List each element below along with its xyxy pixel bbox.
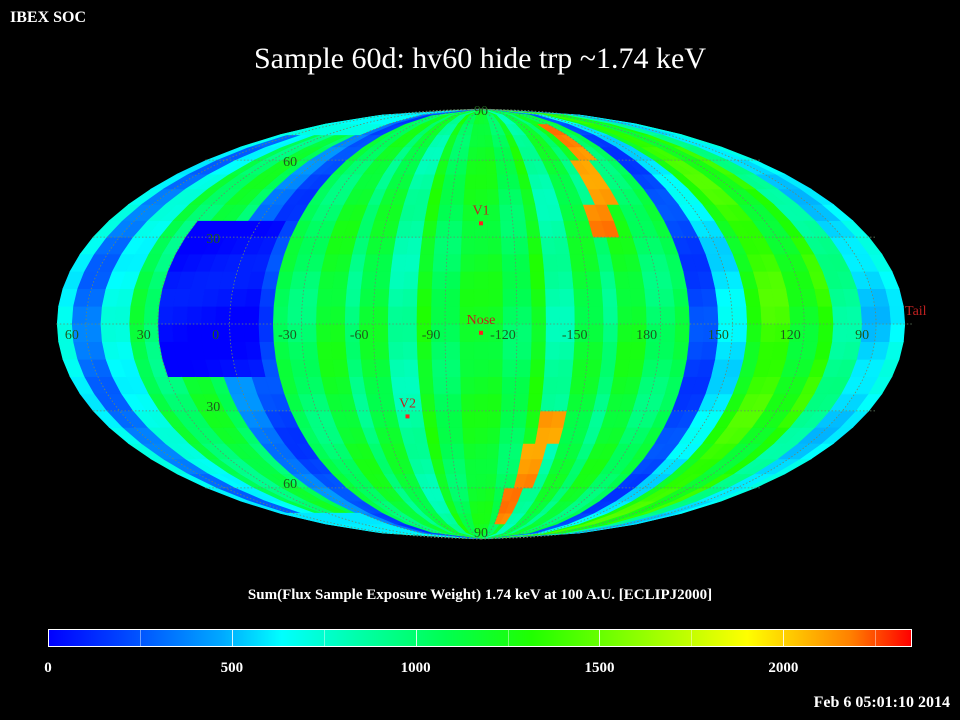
longitude-label: -30 [278,328,297,343]
latitude-label: 90 [474,526,488,541]
colorbar-separator [323,630,325,646]
marker-tail-label: Tail [905,304,927,319]
longitude-label: 180 [636,328,657,343]
colorbar-separator [415,630,417,646]
colorbar-tick-label: 0 [44,660,52,676]
colorbar-separator [691,630,693,646]
longitude-label: -60 [350,328,369,343]
latitude-label: 90 [474,104,488,119]
colorbar-separator [231,630,233,646]
colorbar-separator [139,630,141,646]
meridian-line [85,108,482,540]
meridian-line [480,108,662,540]
marker-nose-label: Nose [467,313,496,328]
meridian-line [372,108,482,540]
marker-v1-dot [479,221,483,226]
timestamp: Feb 6 05:01:10 2014 [813,694,950,711]
meridian-line [480,108,877,540]
longitude-label: 0 [212,328,219,343]
longitude-label: 150 [708,328,729,343]
marker-nose-dot [479,330,483,335]
longitude-label: 60 [65,328,79,343]
marker-v2-label: V2 [399,396,416,411]
longitude-label: -150 [562,328,588,343]
map-title: Sample 60d: hv60 hide trp ~1.74 keV [253,42,706,75]
longitude-label: -120 [490,328,516,343]
latitude-label: 30 [206,232,220,247]
flux-map [56,109,906,539]
latitude-label: 30 [206,400,220,415]
colorbar-tick-label: 1000 [400,660,431,676]
latitude-label: 60 [283,477,297,492]
colorbar-tick-label: 1500 [584,660,615,676]
colorbar-separator [783,630,785,646]
colorbar-tick-label: 2000 [768,660,799,676]
latitude-label: 60 [283,155,297,170]
graticule-labels: 60 30 0 -30 -60 -90 -120 -150 180 150 120 90 90 60 30 3… [65,104,869,541]
colorbar-tick-label: 500 [220,660,244,676]
colorbar-separator [875,630,877,646]
colorbar-title: Sum(Flux Sample Exposure Weight) 1.74 ke… [247,587,713,603]
meridian-line [300,108,482,540]
longitude-label: 30 [137,328,151,343]
marker-v2-dot [405,414,410,419]
longitude-label: 90 [855,328,869,343]
longitude-label: 120 [780,328,801,343]
app-label: IBEX SOC [10,9,87,26]
marker-v1-label: V1 [472,203,489,218]
markers: V1 Nose V2 Tail [399,203,927,419]
colorbar [48,629,912,647]
colorbar-separator [507,630,509,646]
graticule [54,108,912,540]
meridian-line [480,108,805,540]
colorbar-separator [599,630,601,646]
longitude-label: -90 [422,328,441,343]
